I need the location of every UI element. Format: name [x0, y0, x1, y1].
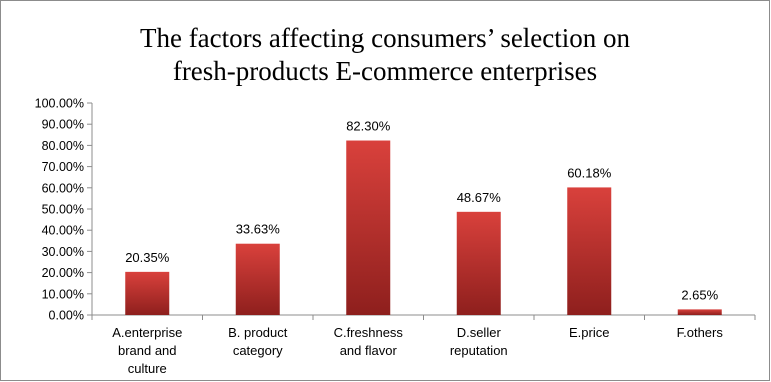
x-category-label: F.others: [677, 325, 724, 340]
bar: [567, 187, 612, 315]
y-tick-label: 30.00%: [42, 245, 84, 259]
y-tick-label: 70.00%: [42, 160, 84, 174]
y-tick-label: 10.00%: [42, 287, 84, 301]
y-tick-label: 0.00%: [49, 309, 84, 323]
chart-title-line-1: The factors affecting consumers’ selecti…: [139, 23, 631, 53]
x-category-label: A.enterprise brand and culture: [112, 325, 182, 376]
bar: [677, 309, 722, 315]
y-tick-label: 90.00%: [42, 118, 84, 132]
data-label: 20.35%: [125, 250, 170, 265]
y-tick-label: 80.00%: [42, 139, 84, 153]
x-category-label: C.freshness and flavor: [334, 325, 404, 358]
x-category-label: D.seller reputation: [450, 325, 508, 358]
chart-title: The factors affecting consumers’ selecti…: [0, 22, 770, 88]
y-tick-label: 50.00%: [42, 203, 84, 217]
y-tick-label: 20.00%: [42, 266, 84, 280]
y-tick-label: 100.00%: [35, 97, 84, 111]
y-tick-label: 40.00%: [42, 224, 84, 238]
data-label: 48.67%: [457, 190, 502, 205]
bar: [456, 211, 501, 315]
bar: [125, 271, 170, 315]
data-label: 2.65%: [681, 287, 718, 302]
x-category-label: B. product category: [228, 325, 288, 358]
chart-title-line-2: fresh-products E-commerce enterprises: [172, 56, 598, 86]
bar: [235, 243, 280, 315]
x-category-label: E.price: [569, 325, 609, 340]
data-label: 82.30%: [346, 119, 391, 134]
y-tick-label: 60.00%: [42, 181, 84, 195]
data-label: 60.18%: [567, 165, 612, 180]
data-label: 33.63%: [236, 222, 281, 237]
bar: [346, 140, 391, 315]
